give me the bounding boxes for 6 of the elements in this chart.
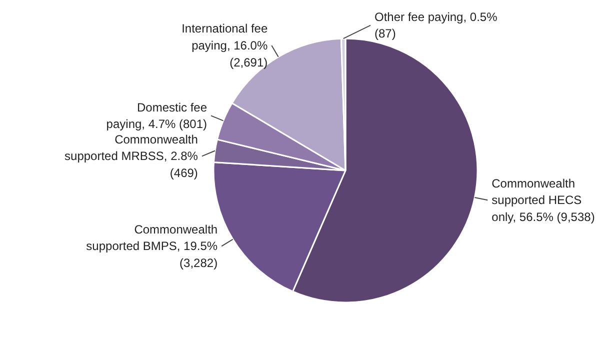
slice-label: Domestic fee paying, 4.7% (801): [106, 100, 208, 132]
slice-label: Commonwealth supported MRBSS, 2.8% (469): [64, 132, 198, 180]
slice-label: Other fee paying, 0.5% (87): [374, 10, 498, 41]
slice-label: Commonwealth supported BMPS, 19.5% (3,282): [86, 222, 218, 270]
slice-label: Commonwealth supported HECS only, 56.5% (9,538): [492, 176, 595, 224]
slice-label: International fee paying, 16.0% (2,691): [182, 22, 268, 70]
